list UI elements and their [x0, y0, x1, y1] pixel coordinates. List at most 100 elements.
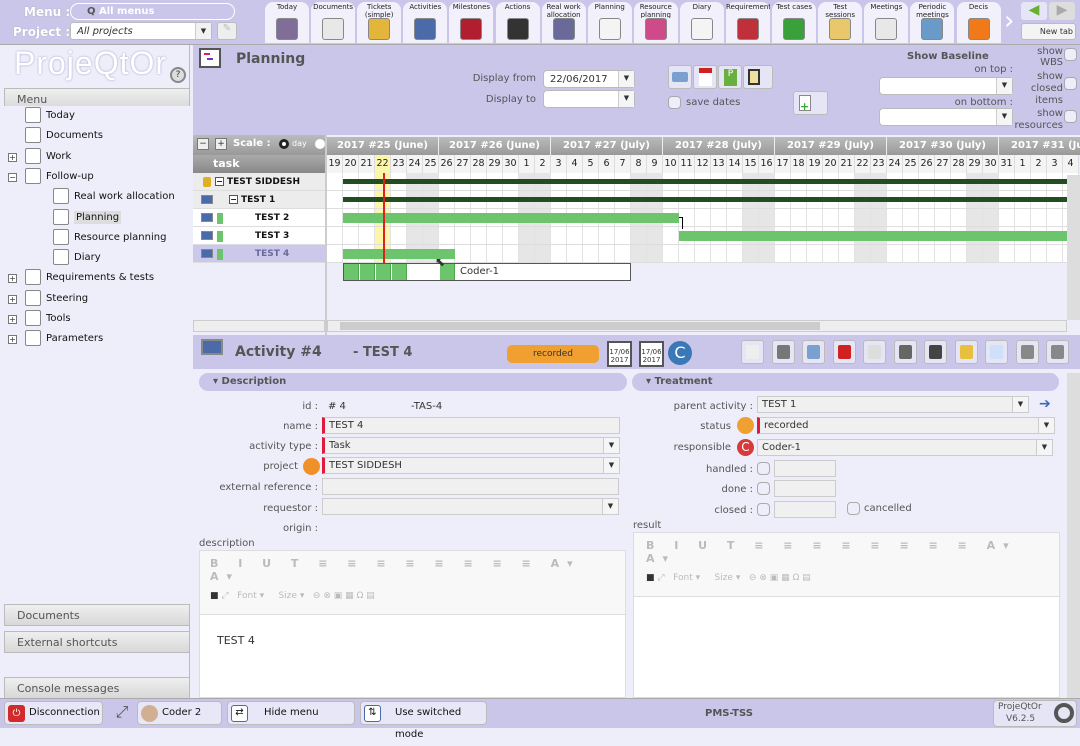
shortcut-diary[interactable]: Diary — [679, 2, 724, 43]
done-date-input[interactable] — [774, 480, 836, 497]
add-item-button[interactable]: + — [793, 91, 828, 115]
user-button[interactable]: Coder 2 — [137, 701, 222, 725]
undo-button[interactable] — [893, 340, 917, 364]
menu-item-requirements-tests[interactable]: Requirements & tests — [25, 268, 154, 288]
task-row[interactable]: TEST 2 — [193, 209, 325, 227]
parent-activity-select[interactable]: TEST 1 ▼ — [757, 396, 1029, 413]
hide-menu-button[interactable]: ⇄ Hide menu — [227, 701, 355, 725]
menu-item-follow-up[interactable]: Follow-up — [25, 167, 94, 187]
expand-icon[interactable]: + — [8, 315, 17, 324]
task-bar[interactable] — [343, 249, 455, 259]
refresh-button[interactable] — [954, 340, 978, 364]
font-select[interactable]: Font — [237, 591, 257, 601]
task-column-header[interactable]: task — [193, 155, 325, 173]
project-field-select[interactable]: TEST SIDDESH ▼ — [322, 457, 620, 474]
menu-selector[interactable]: Q All menus — [70, 3, 235, 20]
name-input[interactable]: TEST 4 — [322, 417, 620, 434]
expand-icon[interactable]: + — [8, 152, 17, 162]
show-closed-checkbox[interactable] — [1064, 77, 1077, 90]
shortcut-meetings[interactable]: Meetings — [864, 2, 909, 43]
shortcut-milestones[interactable]: Milestones — [449, 2, 494, 43]
forward-button[interactable]: ▶ — [1049, 2, 1075, 20]
menu-item-today[interactable]: Today — [25, 106, 75, 126]
menu-item-resource-planning[interactable]: Resource planning — [53, 228, 166, 248]
pdf-button[interactable] — [832, 340, 856, 364]
collapse-icon[interactable]: − — [229, 195, 238, 204]
requestor-select[interactable]: ▼ — [322, 498, 619, 515]
export-pdf-button[interactable] — [693, 65, 717, 89]
email-button[interactable] — [985, 340, 1008, 364]
description-editor[interactable]: B I U T ≡ ≡ ≡ ≡ ≡ ≡ ≡ ≡ A▾ A▾ ■ ⤢ Font ▾… — [199, 550, 626, 698]
new-tab-button[interactable]: New tab — [1021, 23, 1076, 40]
about-button[interactable]: ProjeQtOr V6.2.5 — [993, 700, 1077, 727]
menu-item-planning[interactable]: Planning — [53, 208, 122, 228]
shortcut-planning[interactable]: Planning — [587, 2, 632, 43]
summary-bar[interactable] — [343, 179, 1079, 184]
shortcut-test-cases[interactable]: Test cases — [772, 2, 817, 43]
help-icon[interactable]: ? — [170, 67, 186, 83]
result-editor[interactable]: B I U T ≡ ≡ ≡ ≡ ≡ ≡ ≡ ≡ A▾ A▾ ■ ⤢ Font ▾… — [633, 532, 1060, 698]
shortcut-activities[interactable]: Activities — [403, 2, 448, 43]
editor-row2[interactable]: ■ ⤢ Font ▾ Size ▾ ⊖ ⊗ ▣ ▦ Ω ▤ — [646, 573, 811, 583]
task-bar[interactable] — [679, 231, 1079, 241]
menu-item-documents[interactable]: Documents — [25, 126, 103, 146]
switched-mode-button[interactable]: ⇅ Use switched mode — [360, 701, 487, 740]
show-wbs-checkbox[interactable] — [1064, 48, 1077, 61]
scale-day-radio[interactable] — [279, 139, 289, 149]
show-resources-checkbox[interactable] — [1064, 110, 1077, 123]
splitter[interactable] — [325, 135, 327, 335]
disconnect-button[interactable]: ⏻ Disconnection — [4, 701, 103, 725]
description-section-header[interactable]: ▾ Description — [199, 373, 627, 391]
shortcut-real-work-allocation[interactable]: Real work allocation — [541, 2, 586, 43]
shortcut-test-sessions[interactable]: Test sessions — [818, 2, 863, 43]
save-dates-checkbox[interactable] — [668, 96, 681, 109]
gantt-vertical-scrollbar[interactable] — [1067, 175, 1080, 320]
status-select[interactable]: recorded ▼ — [757, 417, 1055, 434]
menu-item-diary[interactable]: Diary — [53, 248, 101, 268]
display-to-input[interactable]: ▼ — [543, 90, 635, 108]
project-select[interactable]: All projects ▼ — [70, 22, 212, 40]
task-row[interactable]: TEST 3 — [193, 227, 325, 245]
size-select[interactable]: Size — [278, 591, 297, 601]
menu-item-work[interactable]: Work — [25, 147, 71, 167]
size-select[interactable]: Size — [714, 573, 733, 583]
print-icon[interactable]: ■ — [646, 573, 655, 583]
detail-toggle-button[interactable] — [1046, 340, 1069, 364]
shortcut-resource-planning[interactable]: Resource planning — [633, 2, 678, 43]
task-row[interactable]: − TEST SIDDESH — [193, 173, 325, 191]
responsible-select[interactable]: Coder-1 ▼ — [757, 439, 1053, 456]
expand-icon[interactable]: + — [8, 335, 17, 345]
delete-button[interactable] — [924, 340, 947, 364]
handled-checkbox[interactable] — [757, 462, 770, 475]
save-button[interactable] — [771, 340, 795, 364]
expand-icon[interactable]: + — [8, 294, 17, 304]
baseline-bottom-select[interactable]: ▼ — [879, 108, 1013, 126]
gantt-horizontal-scrollbar[interactable] — [327, 320, 1067, 332]
shortcut-actions[interactable]: Actions — [495, 2, 540, 43]
export-project-button[interactable]: P — [718, 65, 742, 89]
done-checkbox[interactable] — [757, 482, 770, 495]
summary-bar[interactable] — [343, 197, 1079, 202]
menu-item-real-work-allocation[interactable]: Real work allocation — [53, 187, 175, 207]
console-messages-header[interactable]: Console messages — [4, 677, 190, 699]
baseline-top-select[interactable]: ▼ — [879, 77, 1013, 95]
collapse-icon[interactable]: − — [215, 177, 224, 186]
print-button[interactable] — [668, 65, 692, 89]
external-shortcuts-header[interactable]: External shortcuts — [4, 631, 190, 653]
task-list-scrollbar[interactable] — [193, 320, 325, 332]
scale-week-radio[interactable] — [315, 139, 325, 149]
editor-row2[interactable]: ■ ⤢ Font ▾ Size ▾ ⊖ ⊗ ▣ ▦ Ω ▤ — [210, 591, 375, 601]
expand-icon[interactable]: + — [8, 274, 17, 284]
project-edit-button[interactable]: ✎ — [217, 22, 237, 40]
menu-item-steering[interactable]: Steering — [25, 289, 88, 309]
closed-date-input[interactable] — [774, 501, 836, 518]
new-item-button[interactable] — [741, 340, 764, 364]
menu-item-tools[interactable]: Tools — [25, 309, 71, 329]
copy-button[interactable] — [863, 340, 886, 364]
fullscreen-icon[interactable]: ⤢ — [115, 702, 129, 721]
multi-update-button[interactable] — [1015, 340, 1039, 364]
external-reference-input[interactable] — [322, 478, 619, 495]
treatment-section-header[interactable]: ▾ Treatment — [632, 373, 1059, 391]
shortcut-decis[interactable]: Decis — [956, 2, 1001, 43]
activity-type-select[interactable]: Task ▼ — [322, 437, 620, 454]
